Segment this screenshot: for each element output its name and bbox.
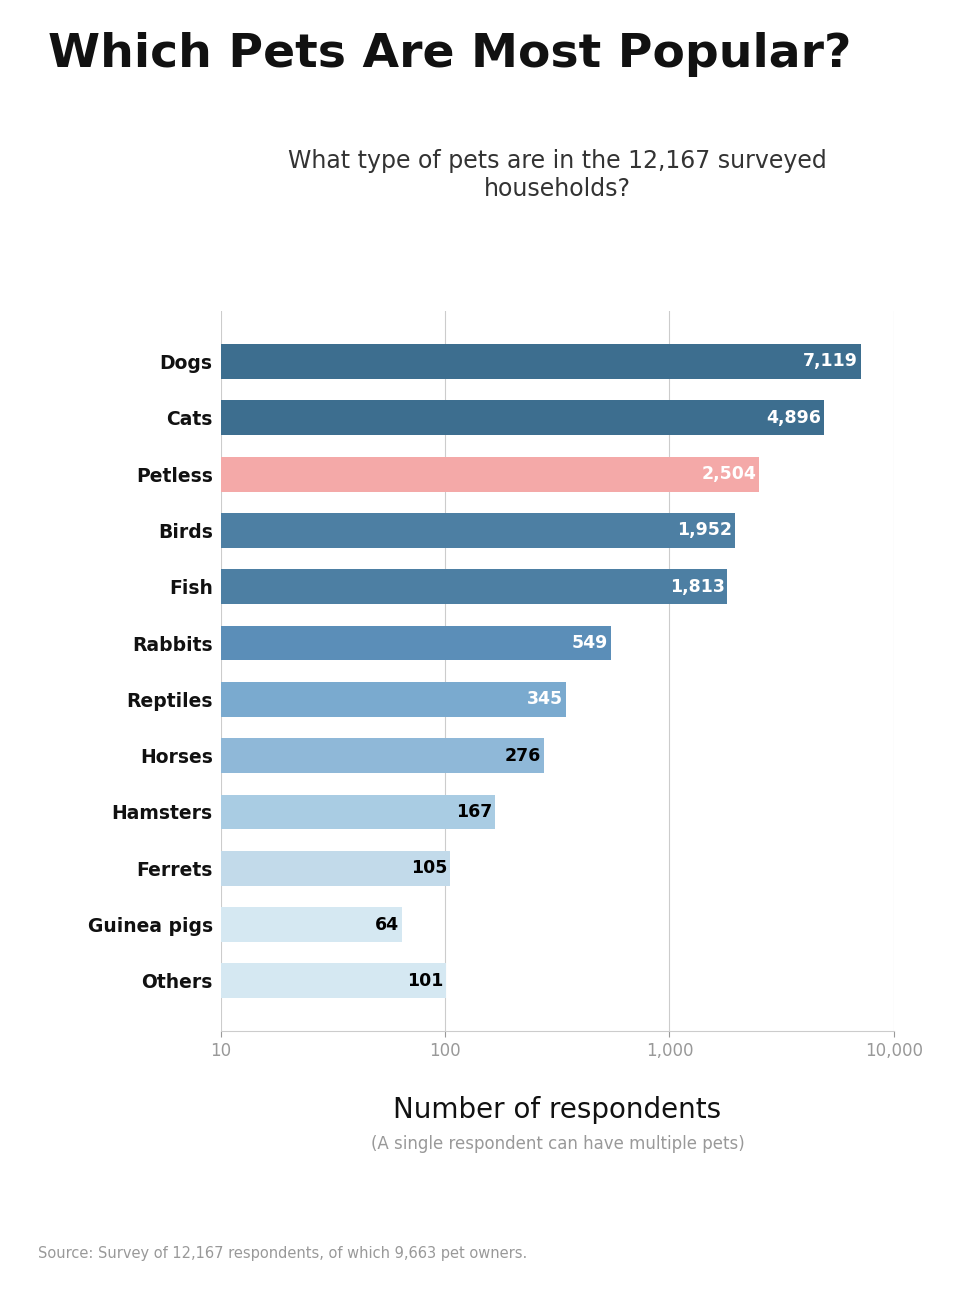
Text: Number of respondents: Number of respondents [393,1096,722,1124]
Bar [0,625,611,660]
Text: 549: 549 [572,634,608,652]
Text: Which Pets Are Most Popular?: Which Pets Are Most Popular? [48,32,851,78]
Text: (A single respondent can have multiple pets): (A single respondent can have multiple p… [371,1135,744,1153]
Text: 276: 276 [505,747,541,765]
Bar [0,344,861,379]
Text: 345: 345 [527,690,563,708]
Text: 1,813: 1,813 [670,577,725,595]
Bar [0,569,727,604]
Bar [0,851,450,886]
Bar [0,512,734,547]
Text: 64: 64 [375,916,399,934]
Text: 167: 167 [456,803,492,821]
Text: 101: 101 [407,971,443,990]
Text: 2,504: 2,504 [702,466,756,482]
Text: 105: 105 [410,860,447,877]
Bar [0,457,759,492]
Bar [0,738,544,773]
Text: 4,896: 4,896 [767,409,822,427]
Bar [0,907,402,942]
Text: Source: Survey of 12,167 respondents, of which 9,663 pet owners.: Source: Survey of 12,167 respondents, of… [38,1245,528,1261]
Bar [0,682,566,717]
Bar [0,795,495,830]
Text: 7,119: 7,119 [802,353,858,371]
Bar [0,964,446,999]
Text: 1,952: 1,952 [677,521,731,540]
Text: What type of pets are in the 12,167 surveyed
households?: What type of pets are in the 12,167 surv… [288,149,826,201]
Bar [0,401,825,436]
